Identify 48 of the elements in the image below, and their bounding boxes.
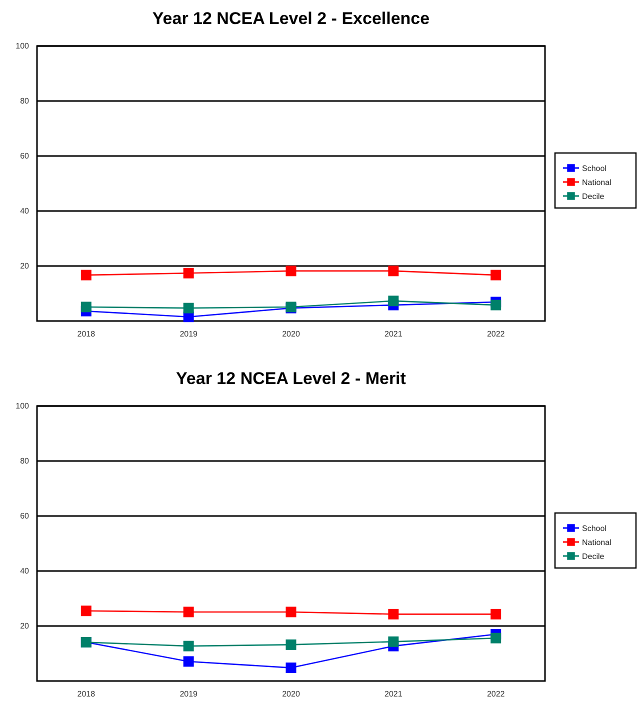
x-tick-label: 2021 <box>384 690 403 699</box>
y-tick-label: 60 <box>20 152 30 161</box>
legend-label: Decile <box>582 192 605 201</box>
point <box>490 632 502 644</box>
point <box>183 268 194 278</box>
point <box>490 300 502 310</box>
point <box>183 606 194 618</box>
chart-title: Year 12 NCEA Level 2 - Merit <box>176 369 406 388</box>
point <box>80 606 92 616</box>
x-tick-label: 2019 <box>180 690 198 699</box>
point <box>388 636 399 647</box>
x-tick-label: 2022 <box>486 330 506 339</box>
y-tick-label: 80 <box>20 456 30 466</box>
x-tick-label: 2020 <box>282 330 300 339</box>
legend-label: National <box>582 178 612 187</box>
x-tick-label: 2019 <box>180 330 198 339</box>
y-tick-label: 20 <box>20 262 30 271</box>
point <box>286 639 296 650</box>
y-tick-label: 20 <box>20 622 30 631</box>
y-tick-label: 100 <box>16 402 30 411</box>
y-tick-label: 60 <box>20 512 30 521</box>
y-tick-label: 100 <box>16 42 30 51</box>
point <box>183 302 194 314</box>
y-tick-label: 40 <box>20 206 30 216</box>
point <box>286 662 296 674</box>
x-tick-label: 2021 <box>384 330 403 339</box>
y-tick-label: 40 <box>20 566 30 576</box>
point <box>388 296 399 306</box>
legend-label: School <box>582 524 607 533</box>
chart-title: Year 12 NCEA Level 2 - Excellence <box>152 9 430 28</box>
x-tick-label: 2018 <box>77 690 96 699</box>
legend-label: School <box>582 164 607 173</box>
legend-label: National <box>582 538 612 547</box>
point <box>183 640 194 652</box>
x-tick-label: 2020 <box>282 690 300 699</box>
point <box>490 270 502 280</box>
x-tick-label: 2022 <box>486 690 506 699</box>
point <box>286 606 296 618</box>
legend-label: Decile <box>582 552 605 561</box>
point <box>183 656 194 667</box>
point <box>490 608 502 620</box>
point <box>388 266 399 276</box>
x-tick-label: 2018 <box>77 330 96 339</box>
y-tick-label: 80 <box>20 96 30 106</box>
point <box>80 302 92 312</box>
point <box>286 266 296 276</box>
point <box>388 608 399 620</box>
point <box>80 270 92 280</box>
